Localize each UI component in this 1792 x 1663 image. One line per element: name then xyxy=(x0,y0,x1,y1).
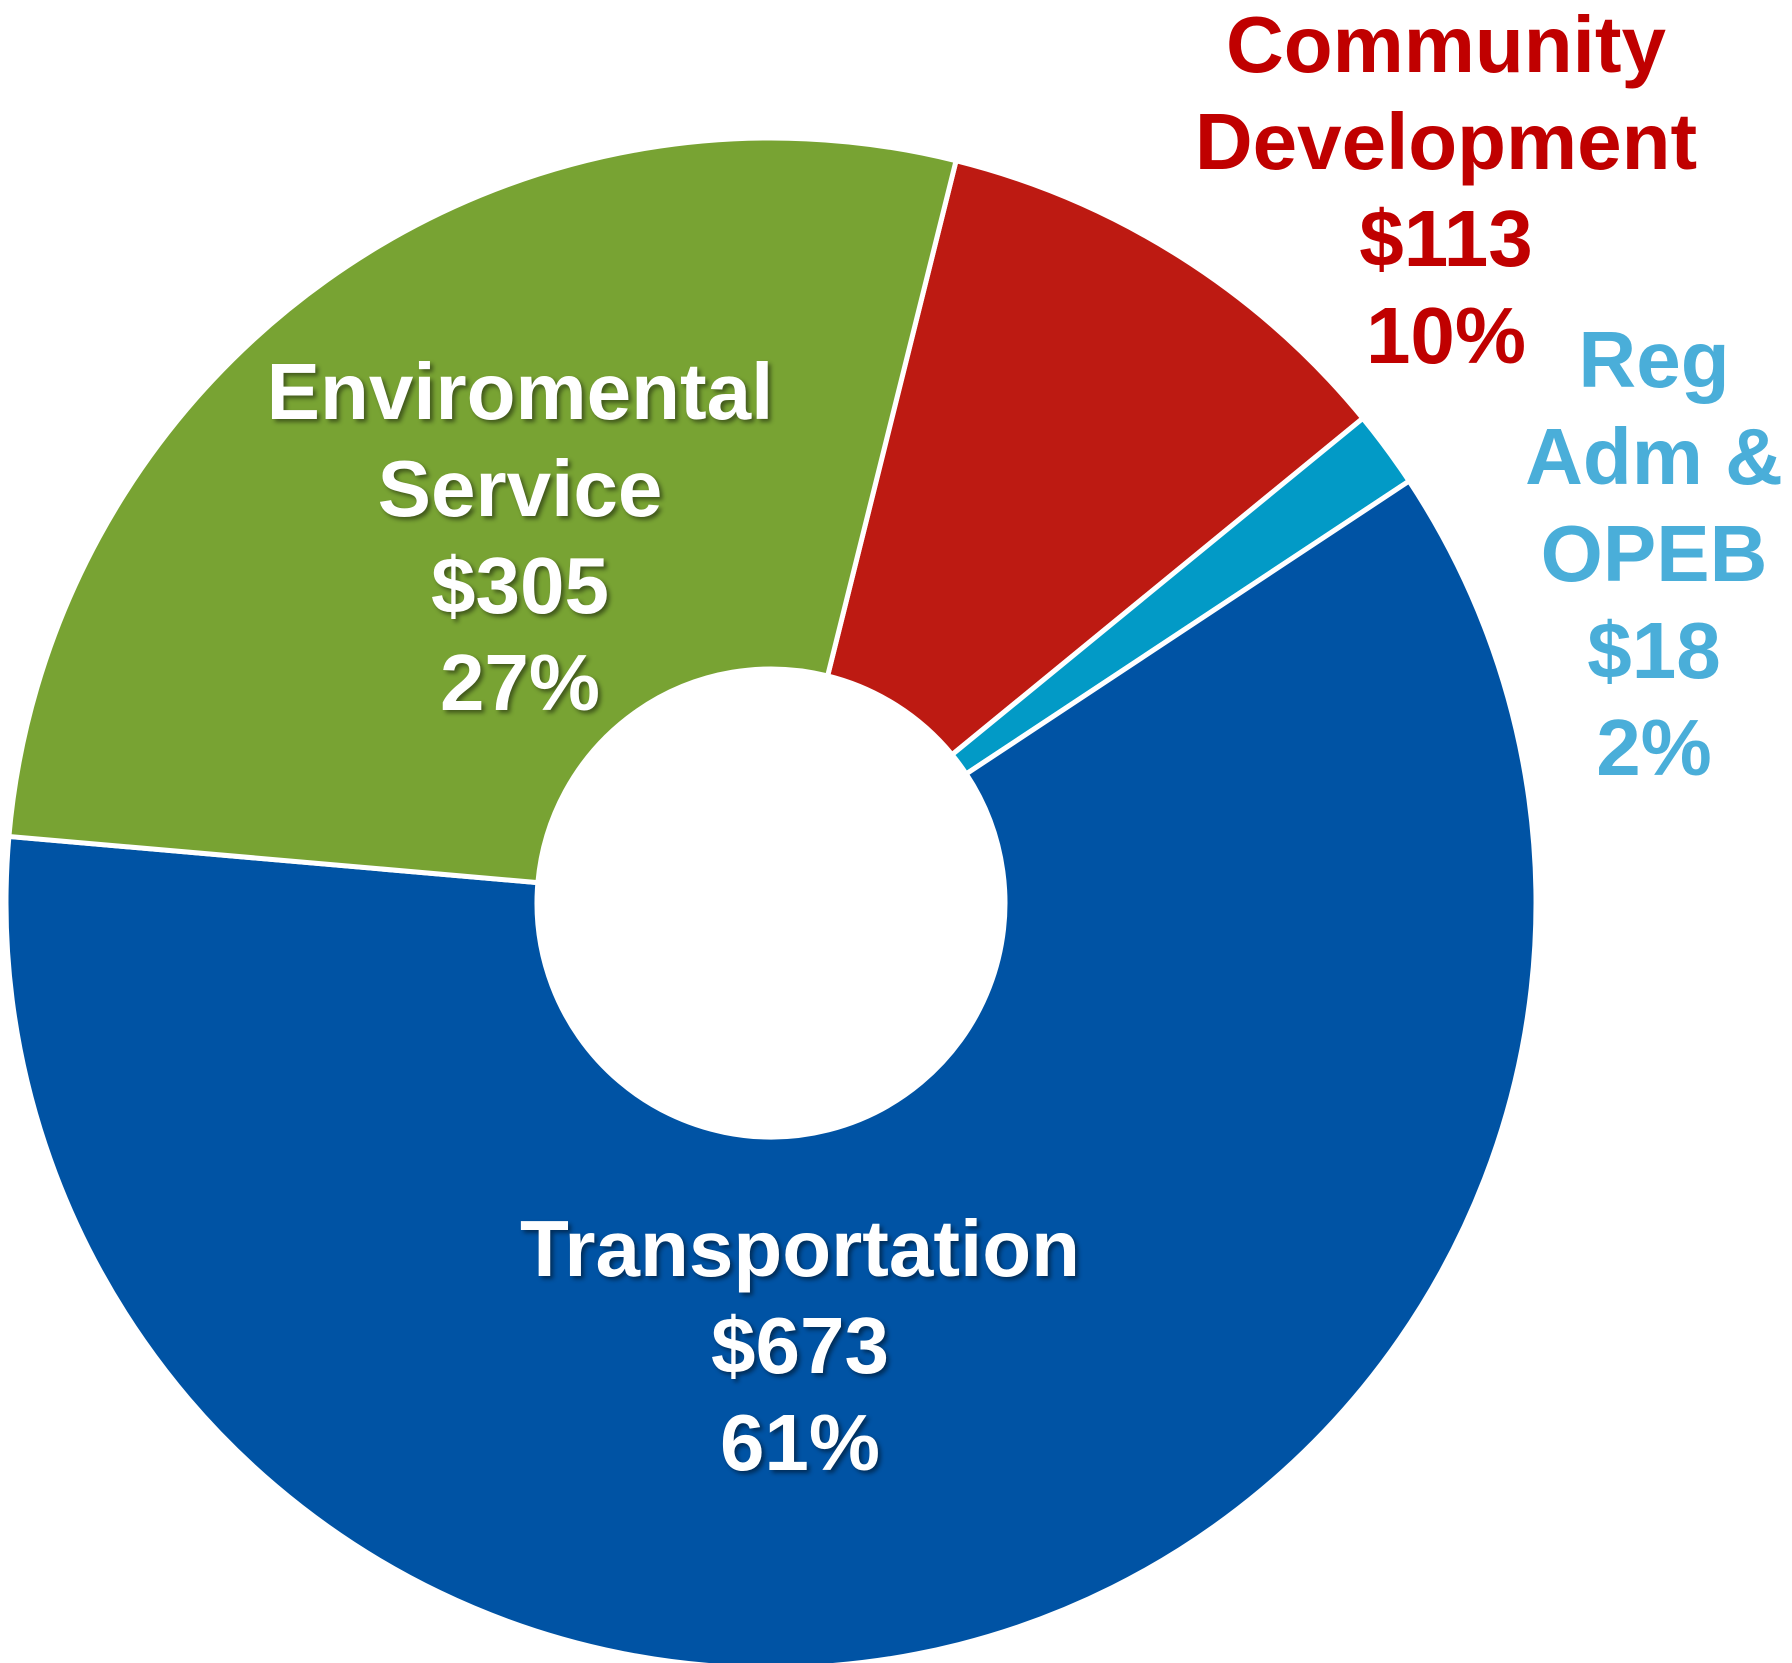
slice xyxy=(3,477,1539,1663)
label-line: Reg xyxy=(1578,315,1729,404)
label-line: Enviromental xyxy=(267,347,774,436)
label-line: Service xyxy=(378,444,663,533)
label-line: Community xyxy=(1226,0,1667,89)
label-line: Development xyxy=(1195,97,1697,186)
label-line: OPEB xyxy=(1541,509,1768,598)
value-label: $113 xyxy=(1359,194,1533,283)
label-line: Transportation xyxy=(520,1204,1080,1293)
value-label: $18 xyxy=(1587,606,1720,695)
percent-label: 27% xyxy=(440,638,600,727)
percent-label: 2% xyxy=(1596,703,1712,792)
value-label: $305 xyxy=(431,541,609,630)
slice xyxy=(6,135,960,886)
slice xyxy=(824,157,1367,759)
value-label: $673 xyxy=(711,1301,889,1390)
label-line: Adm & xyxy=(1525,412,1783,501)
percent-label: 10% xyxy=(1366,291,1526,380)
percent-label: 61% xyxy=(720,1398,880,1487)
